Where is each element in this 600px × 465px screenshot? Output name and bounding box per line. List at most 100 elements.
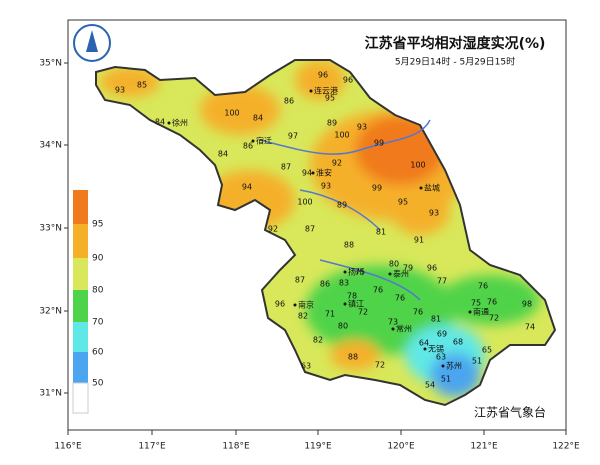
city-label: 宿迁 <box>256 136 272 146</box>
station-value: 76 <box>487 298 497 307</box>
station-value: 100 <box>334 131 349 140</box>
legend-label: 70 <box>92 318 104 328</box>
station-value: 92 <box>268 225 278 234</box>
lon-label: 121°E <box>470 442 498 452</box>
station-value: 93 <box>429 209 439 218</box>
city-dot <box>423 347 427 351</box>
station-value: 74 <box>525 323 535 332</box>
map-subtitle: 5月29日14时 - 5月29日15时 <box>395 56 515 68</box>
city-label: 扬州 <box>348 267 364 277</box>
lon-label: 120°E <box>387 442 415 452</box>
station-value: 79 <box>403 264 413 273</box>
city-label: 盐城 <box>424 183 440 193</box>
station-value: 96 <box>318 71 328 80</box>
station-value: 77 <box>437 277 447 286</box>
station-value: 76 <box>478 282 488 291</box>
station-value: 76 <box>413 308 423 317</box>
legend <box>72 190 89 414</box>
station-value: 87 <box>305 225 315 234</box>
station-value: 75 <box>355 268 365 277</box>
station-value: 95 <box>398 198 408 207</box>
city-label: 南通 <box>473 307 489 317</box>
station-value: 84 <box>253 114 263 123</box>
station-value: 85 <box>137 81 147 90</box>
city-label: 无锡 <box>428 345 444 354</box>
station-value: 63 <box>301 362 311 371</box>
city-label: 泰州 <box>393 269 409 279</box>
station-value: 82 <box>313 336 323 345</box>
lat-label: 34°N <box>39 141 62 151</box>
city-label: 淮安 <box>316 168 332 178</box>
station-value: 92 <box>332 159 342 168</box>
station-value: 76 <box>395 294 405 303</box>
station-value: 51 <box>441 375 451 384</box>
station-value: 86 <box>320 280 330 289</box>
station-value: 71 <box>325 310 335 319</box>
station-value: 100 <box>410 161 425 170</box>
station-value: 72 <box>358 308 368 317</box>
lon-label: 122°E <box>552 442 580 452</box>
station-value: 75 <box>471 299 481 308</box>
station-value: 87 <box>281 163 291 172</box>
station-value: 93 <box>115 86 125 95</box>
city-dot <box>309 89 313 93</box>
station-value: 94 <box>302 169 312 178</box>
station-value: 88 <box>344 241 354 250</box>
city-label: 常州 <box>396 325 412 334</box>
station-value: 96 <box>275 300 285 309</box>
legend-label: 60 <box>92 348 104 358</box>
city-dot <box>343 270 347 274</box>
station-value: 65 <box>482 346 492 355</box>
station-value: 72 <box>489 314 499 323</box>
station-value: 82 <box>298 312 308 321</box>
lon-label: 118°E <box>222 442 250 452</box>
station-value: 86 <box>243 142 253 151</box>
legend-label: 50 <box>92 379 104 389</box>
city-label: 苏州 <box>446 361 462 371</box>
station-value: 64 <box>419 339 429 348</box>
station-value: 78 <box>347 292 357 301</box>
city-dot <box>251 139 255 143</box>
lat-label: 35°N <box>39 59 62 69</box>
station-value: 95 <box>325 94 335 103</box>
station-value: 73 <box>388 318 398 327</box>
station-value: 69 <box>437 330 447 339</box>
station-value: 98 <box>522 300 532 309</box>
lat-label: 32°N <box>39 307 62 317</box>
station-value: 54 <box>425 381 435 390</box>
city-dot <box>468 310 472 314</box>
station-value: 87 <box>295 276 305 285</box>
source-label: 江苏省气象台 <box>474 405 546 420</box>
city-label: 徐州 <box>172 118 188 128</box>
station-value: 76 <box>373 286 383 295</box>
station-value: 86 <box>284 97 294 106</box>
station-value: 84 <box>218 150 228 159</box>
station-value: 91 <box>414 236 424 245</box>
city-label: 连云港 <box>314 86 338 96</box>
station-value: 99 <box>372 184 382 193</box>
city-dot <box>167 121 171 125</box>
station-value: 96 <box>343 76 353 85</box>
legend-label: 80 <box>92 286 104 296</box>
city-dot <box>419 186 423 190</box>
lon-label: 117°E <box>138 442 166 452</box>
lon-label: 116°E <box>54 442 82 452</box>
station-value: 94 <box>242 183 252 192</box>
station-value: 100 <box>297 198 312 207</box>
station-value: 84 <box>155 118 165 127</box>
station-value: 88 <box>348 353 358 362</box>
city-dot <box>391 327 395 331</box>
station-value: 89 <box>327 119 337 128</box>
station-value: 80 <box>389 260 399 269</box>
station-value: 99 <box>374 139 384 148</box>
city-dot <box>311 171 315 175</box>
lon-label: 119°E <box>304 442 332 452</box>
lat-label: 33°N <box>39 224 62 234</box>
station-value: 97 <box>288 132 298 141</box>
city-dot <box>343 302 347 306</box>
legend-label: 90 <box>92 254 104 264</box>
station-value: 93 <box>321 182 331 191</box>
station-value: 93 <box>357 123 367 132</box>
station-value: 80 <box>338 322 348 331</box>
